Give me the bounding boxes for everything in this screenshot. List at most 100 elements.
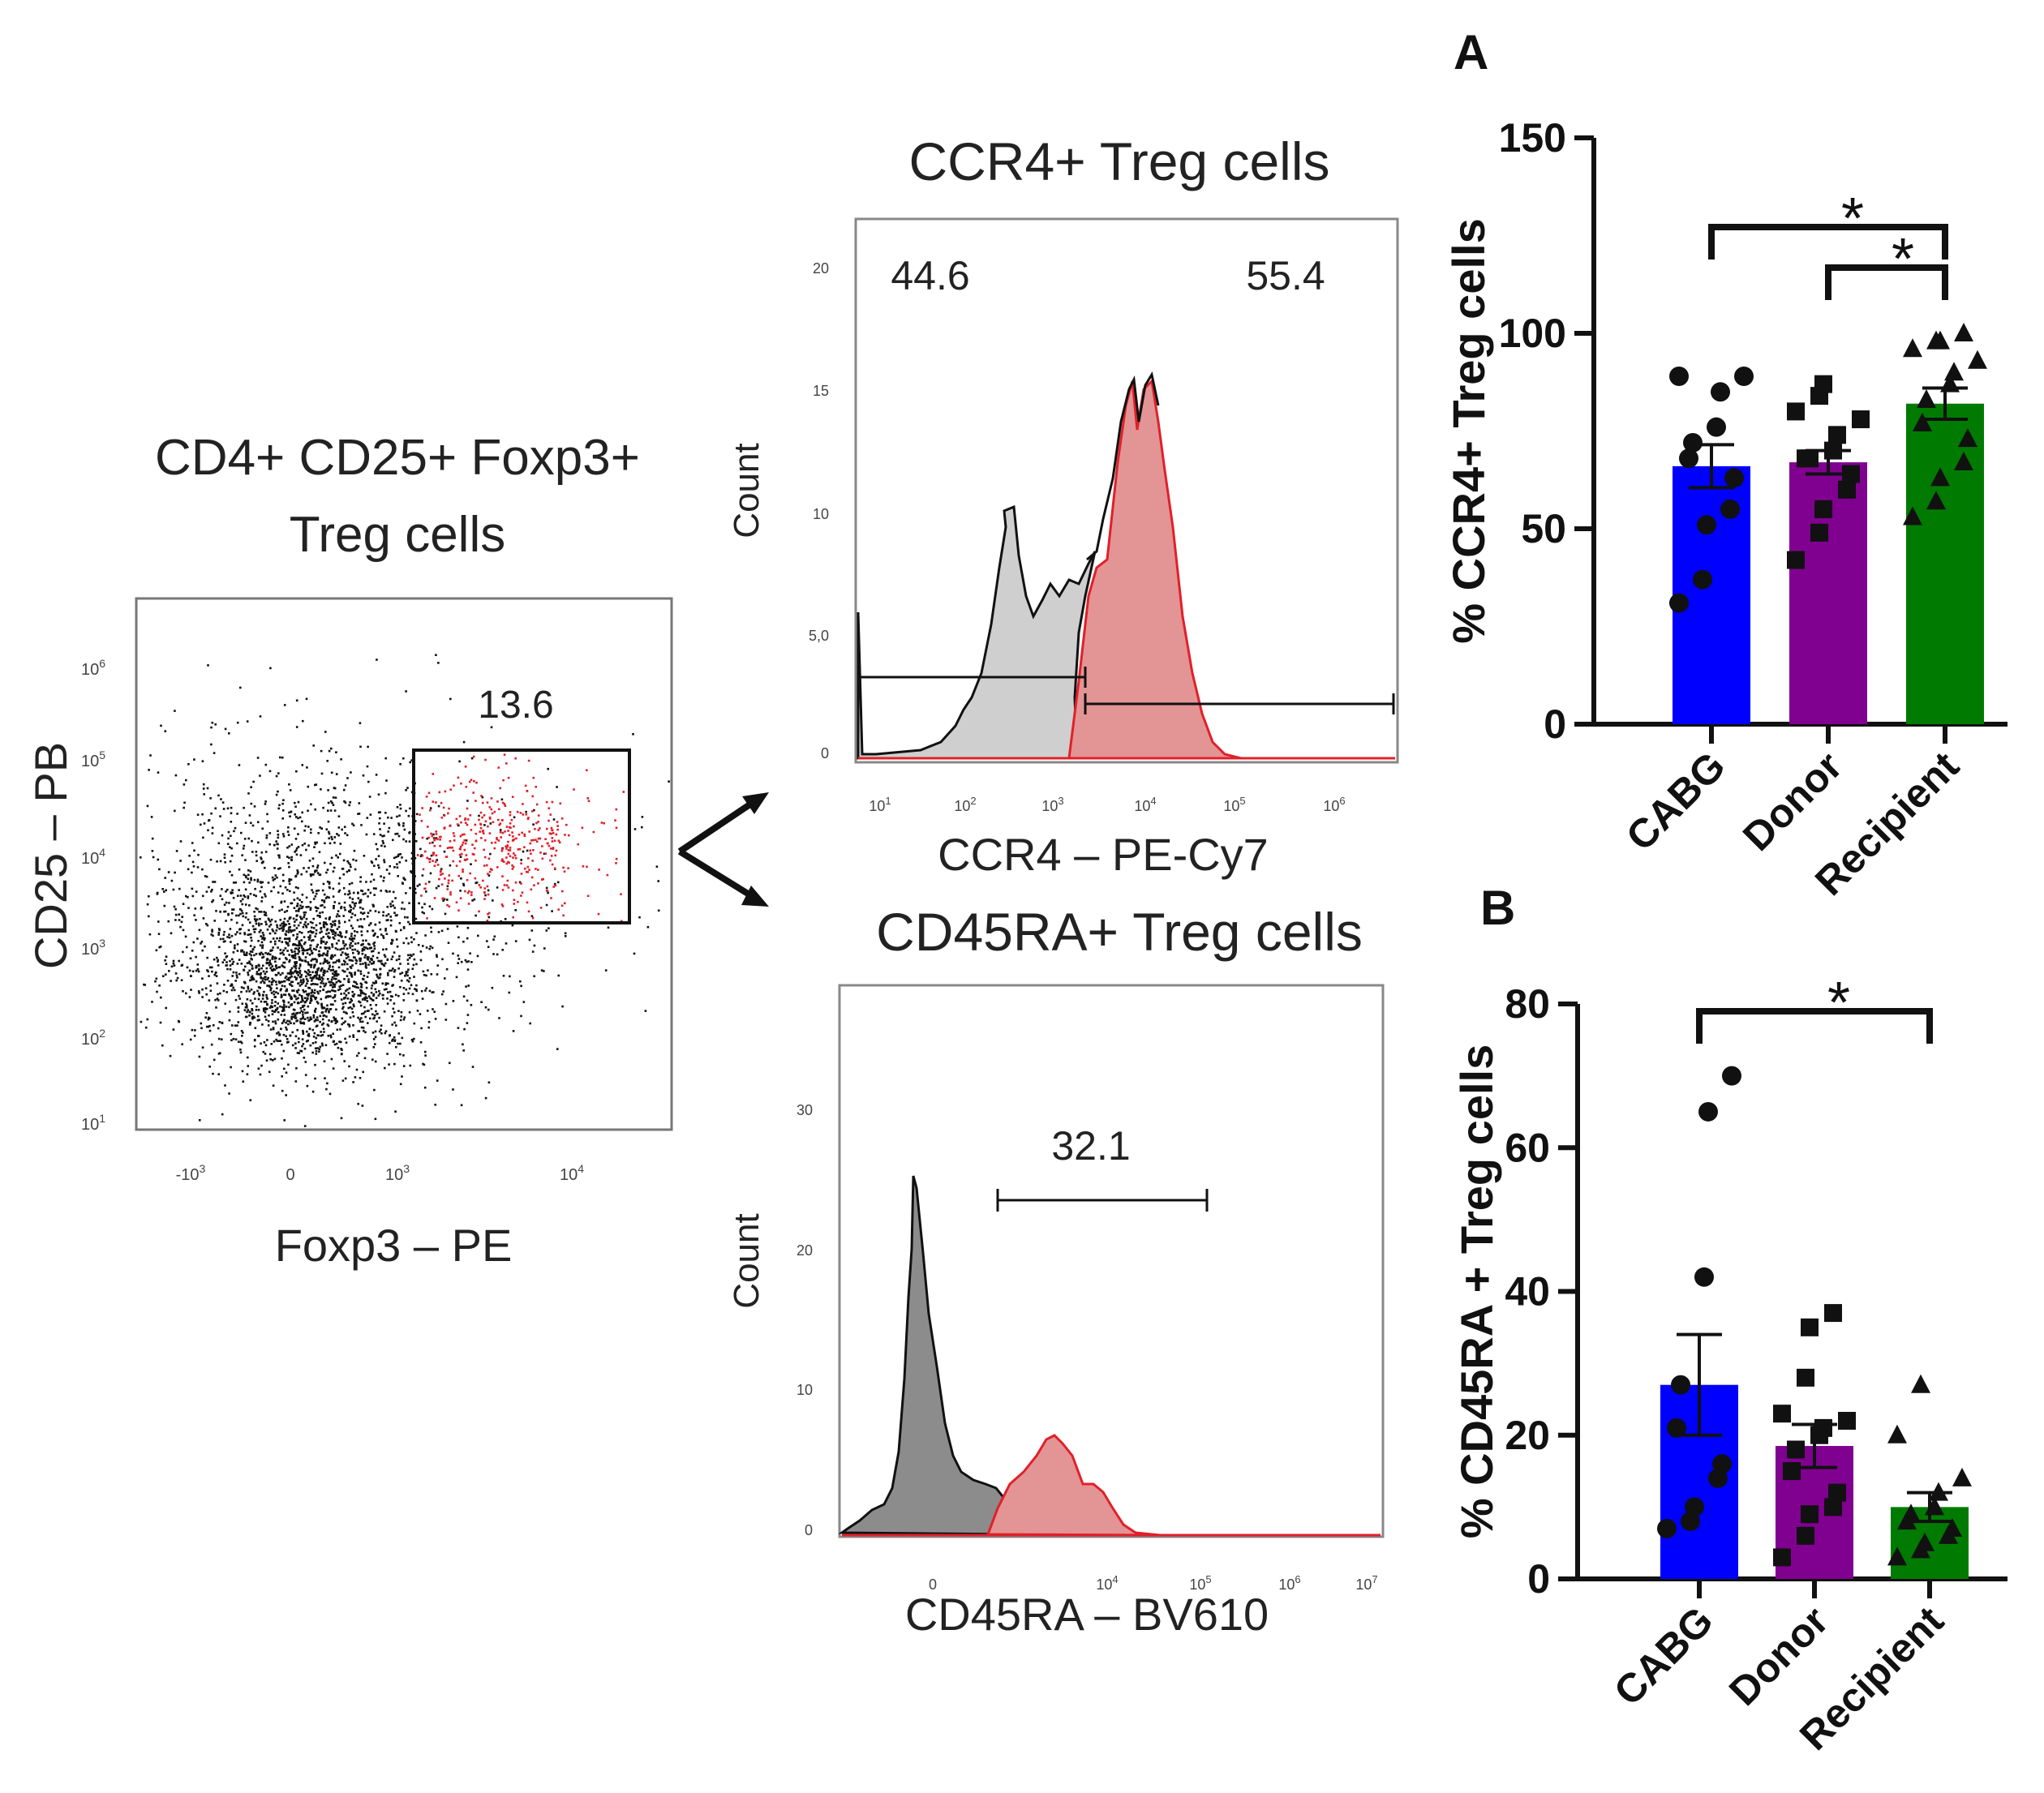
cell-dot (361, 952, 364, 955)
cell-dot (413, 1037, 415, 1040)
cell-dot (333, 974, 337, 976)
cell-dot (466, 858, 469, 860)
cell-dot (520, 1014, 522, 1018)
cell-dot (240, 831, 243, 834)
cell-dot (204, 945, 206, 948)
cell-dot (235, 972, 238, 974)
cell-dot (231, 975, 234, 977)
cell-dot (410, 759, 413, 761)
cell-dot (209, 984, 212, 987)
cell-dot (260, 951, 263, 954)
cell-dot (391, 1023, 393, 1026)
cell-dot (264, 972, 267, 976)
cell-dot (326, 1082, 328, 1085)
cell-dot (273, 1010, 276, 1013)
cell-dot (190, 975, 192, 977)
cell-dot (396, 863, 398, 865)
cell-dot (305, 896, 308, 899)
cell-dot (375, 858, 377, 860)
cell-dot (362, 893, 365, 895)
cell-dot (272, 937, 275, 940)
cell-dot (286, 958, 288, 961)
cell-dot (249, 999, 252, 1002)
cell-dot (265, 834, 268, 837)
cell-dot (251, 978, 253, 981)
cell-dot (272, 1084, 275, 1087)
cell-dot (467, 960, 470, 963)
cell-dot (257, 1014, 260, 1018)
cell-dot (399, 1083, 402, 1086)
cell-dot (232, 960, 235, 963)
cell-dot (280, 988, 282, 990)
cell-dot (367, 1022, 369, 1024)
cell-dot (327, 978, 329, 980)
cell-dot (424, 1050, 427, 1053)
cell-dot (350, 906, 352, 908)
cell-dot (295, 770, 298, 773)
cell-dot (317, 1002, 320, 1005)
data-point (1887, 1546, 1907, 1566)
cell-dot (311, 980, 313, 982)
cell-dot (294, 805, 297, 809)
cell-dot (289, 959, 291, 962)
cell-dot (308, 971, 311, 973)
cell-dot (340, 1048, 342, 1050)
cell-dot (458, 815, 462, 817)
cell-dot (298, 993, 301, 997)
cell-dot (339, 1040, 342, 1044)
cell-dot (275, 774, 278, 778)
cell-dot (201, 813, 204, 816)
cell-dot (279, 924, 281, 927)
cell-dot (329, 923, 333, 925)
cell-dot (154, 980, 157, 983)
cell-dot (355, 1068, 359, 1071)
cell-dot (266, 978, 269, 980)
cell-dot (245, 1002, 247, 1006)
cell-dot (470, 1004, 473, 1006)
cell-dot (260, 976, 262, 979)
cell-dot (239, 1049, 242, 1051)
cell-dot (460, 782, 462, 785)
cell-dot (310, 874, 312, 877)
cell-dot (497, 818, 500, 821)
cell-dot (229, 964, 232, 967)
ccr4-x-ticks: 101 102 103 104 105 106 (869, 795, 1345, 814)
cell-dot (174, 972, 178, 975)
cell-dot (298, 946, 301, 950)
cell-dot (641, 826, 643, 829)
cell-dot (253, 1045, 256, 1048)
cell-dot (316, 910, 318, 912)
cell-dot (257, 973, 260, 976)
cell-dot (191, 894, 195, 898)
cell-dot (273, 996, 277, 998)
cell-dot (272, 1027, 275, 1029)
cell-dot (350, 999, 354, 1002)
cell-dot (302, 925, 305, 929)
cell-dot (336, 972, 338, 976)
cell-dot (346, 975, 349, 977)
cell-dot (406, 787, 409, 789)
cell-dot (276, 847, 279, 850)
cell-dot (408, 840, 411, 843)
cell-dot (303, 942, 306, 946)
cell-dot (453, 784, 455, 787)
cell-dot (405, 892, 407, 894)
cell-dot (293, 899, 296, 901)
cell-dot (586, 894, 590, 898)
cell-dot (325, 1087, 328, 1091)
cell-dot (311, 952, 313, 954)
cell-dot (442, 806, 445, 809)
cell-dot (476, 954, 479, 958)
cell-dot (541, 878, 543, 881)
cell-dot (384, 791, 387, 795)
cell-dot (373, 1016, 376, 1019)
cell-dot (430, 926, 432, 929)
cell-dot (366, 817, 369, 819)
cell-dot (320, 1031, 322, 1033)
cell-dot (327, 789, 329, 791)
cell-dot (201, 996, 204, 998)
cell-dot (395, 856, 397, 859)
cell-dot (326, 760, 328, 762)
cell-dot (230, 891, 232, 894)
cell-dot (384, 1030, 388, 1032)
